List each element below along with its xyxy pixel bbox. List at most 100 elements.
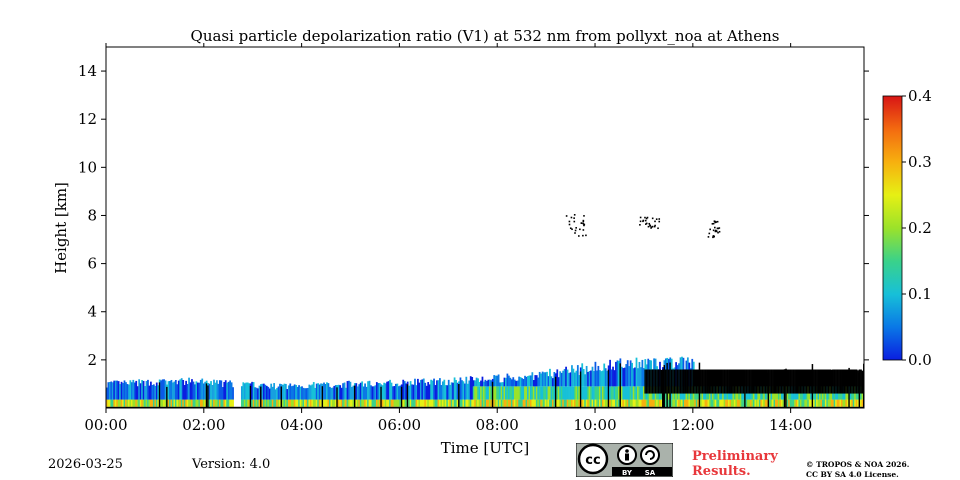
heatmap-cell	[210, 399, 212, 407]
heatmap-cell	[286, 389, 289, 400]
heatmap-cell	[726, 369, 729, 394]
heatmap-cell	[408, 399, 410, 407]
heatmap-cell	[174, 399, 177, 407]
y-tick-label: 8	[87, 206, 97, 224]
heatmap-cell	[522, 386, 525, 400]
heatmap-cell	[450, 382, 453, 400]
heatmap-cell	[807, 369, 810, 394]
heatmap-cell	[368, 399, 371, 407]
heatmap-cell	[557, 399, 560, 407]
colorbar-tick-label: 0.2	[908, 219, 932, 237]
heatmap-cell	[729, 399, 732, 407]
x-tick-label: 00:00	[84, 416, 127, 434]
heatmap-cell	[632, 386, 635, 400]
heatmap-cell	[196, 382, 199, 400]
heatmap-cell	[717, 369, 720, 394]
heatmap-cell	[107, 382, 110, 400]
heatmap-cell	[490, 380, 493, 387]
heatmap-cell	[368, 380, 371, 400]
cloud-speck	[639, 216, 642, 219]
heatmap-cell	[176, 384, 179, 400]
heatmap-cell	[682, 369, 685, 394]
heatmap-cell	[396, 399, 399, 407]
heatmap-cell	[544, 399, 547, 407]
heatmap-cell	[494, 399, 497, 407]
heatmap-cell	[148, 385, 151, 400]
heatmap-cell	[747, 369, 749, 394]
heatmap-cell	[644, 369, 647, 394]
heatmap-cell	[443, 399, 446, 407]
heatmap-cell	[315, 399, 318, 407]
heatmap-cell	[776, 369, 779, 394]
heatmap-cell	[111, 382, 114, 400]
heatmap-cell	[220, 399, 223, 407]
heatmap-cell	[616, 386, 619, 400]
heatmap-cell	[142, 399, 145, 407]
heatmap-cell	[117, 399, 120, 407]
heatmap-cell	[255, 399, 258, 407]
heatmap-cell	[789, 369, 792, 394]
heatmap-cell	[541, 399, 544, 407]
heatmap-cell	[405, 383, 408, 400]
heatmap-cell	[703, 369, 705, 394]
heatmap-streak	[353, 385, 356, 408]
heatmap-cell	[833, 399, 836, 407]
heatmap-cell	[651, 369, 654, 394]
heatmap-cell	[550, 386, 553, 400]
heatmap-cell	[439, 399, 441, 407]
heatmap-cell	[635, 399, 638, 407]
heatmap-cell	[298, 385, 300, 400]
heatmap-cell	[189, 399, 192, 407]
heatmap-cell	[799, 369, 802, 394]
heatmap-cell	[348, 399, 350, 407]
heatmap-cell	[650, 369, 653, 394]
heatmap-cell	[804, 369, 807, 394]
heatmap-cell	[857, 370, 859, 394]
preliminary-notice: Preliminary Results.	[692, 449, 778, 479]
heatmap-cell	[126, 384, 129, 400]
heatmap-cell	[741, 369, 744, 394]
heatmap-cell	[568, 373, 570, 387]
heatmap-cell	[518, 399, 521, 407]
heatmap-cell	[446, 399, 449, 407]
heatmap-cell	[254, 399, 256, 407]
heatmap-cell	[711, 369, 714, 394]
heatmap-cell	[755, 399, 758, 407]
heatmap-cell	[678, 369, 680, 394]
heatmap-cell	[334, 385, 337, 400]
colorbar-axis: 0.0 0.1 0.2 0.3 0.4	[902, 87, 932, 369]
heatmap-cell	[572, 399, 575, 407]
heatmap-cell	[494, 386, 497, 400]
heatmap-cell	[210, 381, 212, 400]
cloud-speck	[574, 229, 577, 232]
heatmap-cell	[637, 386, 639, 400]
heatmap-cell	[114, 380, 117, 400]
heatmap-cell	[510, 399, 513, 407]
heatmap-cell	[691, 369, 694, 394]
heatmap-streak	[744, 371, 746, 408]
heatmap-cell	[741, 399, 744, 407]
heatmap-cell	[167, 399, 170, 407]
heatmap-cell	[512, 386, 515, 400]
heatmap-cell	[242, 399, 245, 407]
heatmap-cell	[537, 399, 540, 407]
heatmap-cell	[434, 399, 437, 407]
heatmap-cell	[142, 380, 145, 400]
cloud-speck	[570, 216, 573, 219]
heatmap-cell	[638, 386, 641, 400]
heatmap-data	[106, 214, 864, 408]
cloud-speck	[647, 225, 650, 228]
heatmap-cell	[748, 399, 751, 407]
heatmap-cell	[855, 399, 858, 407]
heatmap-cell	[173, 381, 176, 400]
heatmap-cell	[208, 399, 211, 407]
heatmap-cell	[304, 388, 306, 400]
heatmap-cell	[651, 399, 654, 407]
heatmap-cell	[678, 399, 680, 407]
heatmap-cell	[298, 399, 300, 407]
heatmap-cell	[556, 399, 559, 407]
heatmap-cell	[483, 381, 485, 387]
heatmap-cell	[496, 386, 499, 400]
heatmap-cell	[138, 399, 141, 407]
heatmap-cell	[673, 369, 676, 394]
